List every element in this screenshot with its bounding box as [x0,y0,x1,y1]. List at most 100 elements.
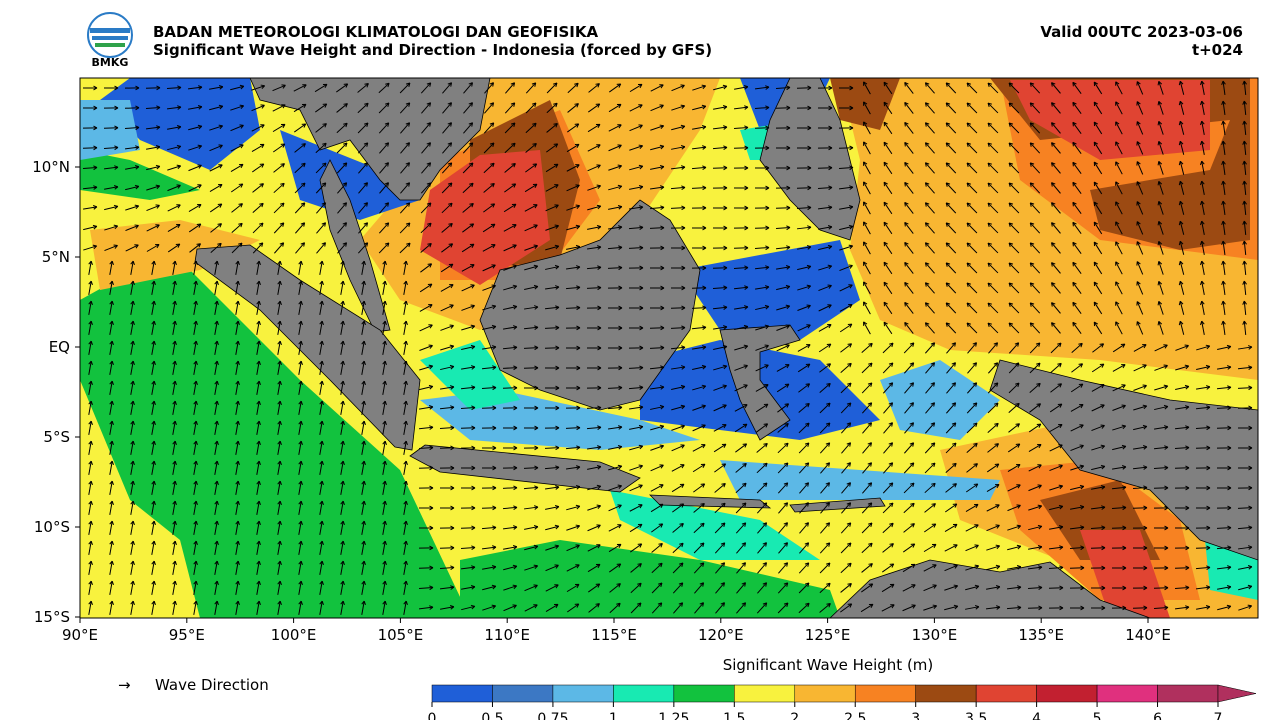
arrow-head [1051,242,1056,247]
arrow-head [1227,465,1232,471]
arrow [545,245,559,251]
arrow [1091,445,1105,451]
arrow [797,305,811,311]
arrow-head [492,465,497,471]
arrow [503,585,517,591]
arrow [314,83,328,93]
arrow [883,462,893,474]
arrow-head [235,320,240,326]
arrow [231,203,243,213]
arrow-head [701,345,707,350]
arrow [713,424,727,432]
arrow-head [363,242,369,247]
arrow-head [945,242,951,247]
arrow-head [403,540,408,546]
arrow-head [533,544,539,550]
arrow [1174,567,1190,569]
arrow-head [235,380,240,386]
arrow [151,261,155,275]
arrow-head [214,320,219,326]
arrow [755,305,769,311]
arrow [193,381,197,395]
arrow-head [340,500,345,506]
arrow [966,302,978,314]
arrow-head [638,184,644,190]
arrow [295,222,305,234]
arrow-head [889,522,894,528]
arrow-head [322,142,327,148]
arrow-head [448,202,453,208]
arrow-head [1029,222,1035,227]
arrow [965,524,979,532]
arrow-head [405,202,411,207]
arrow-head [235,480,240,486]
arrow-head [447,162,453,167]
arrow-head [1185,465,1190,471]
arrow-head [279,222,285,227]
arrow-head [471,425,476,431]
arrow-head [197,144,203,150]
arrow [482,244,496,252]
arrow-head [1122,565,1127,571]
arrow [214,381,218,395]
arrow-head [361,480,366,486]
arrow-head [196,243,201,248]
arrow [945,202,957,214]
arrow-head [1163,404,1169,410]
arrow [1029,262,1041,274]
arrow-head [786,105,791,111]
arrow-head [701,124,707,130]
arrow [1243,240,1247,256]
arrow [1049,403,1063,413]
arrow [651,543,663,553]
arrow [172,541,176,555]
arrow [904,322,914,334]
arrow [545,163,559,173]
arrow-head [511,183,517,188]
arrow-head [701,384,707,390]
arrow-head [723,125,728,130]
arrow-head [343,122,348,128]
arrow-head [827,264,833,270]
arrow [1029,122,1041,134]
arrow-head [742,462,747,468]
arrow [1179,281,1185,295]
arrow-head [340,360,345,366]
arrow [863,101,871,115]
arrow-head [910,523,915,528]
arrow [151,441,155,455]
arrow [1153,446,1169,450]
arrow [256,281,260,295]
arrow [883,402,893,414]
arrow-head [319,480,324,486]
arrow [863,141,871,155]
arrow [545,184,559,192]
arrow [838,147,854,149]
arrow-head [1164,465,1169,471]
arrow-head [762,602,768,607]
arrow-head [847,603,853,608]
arrow [440,304,454,312]
arrow-head [1184,364,1190,370]
arrow [1243,260,1247,276]
arrow [441,223,453,233]
arrow [628,206,644,210]
arrow-head [639,225,644,231]
arrow-head [846,402,852,407]
arrow-head [385,82,390,88]
arrow [463,82,473,94]
arrow [839,264,853,272]
arrow-head [618,265,623,271]
arrow [1217,346,1231,350]
arrow-head [259,183,264,188]
arrow [319,261,323,275]
arrow [256,541,260,555]
arrow [903,342,915,354]
arrow-head [1178,140,1184,146]
legend-symbol: → [118,676,131,694]
arrow-head [172,260,177,266]
arrow-head [702,185,707,191]
arrow-head [449,364,455,370]
arrow [1179,101,1185,115]
arrow [1217,605,1231,611]
